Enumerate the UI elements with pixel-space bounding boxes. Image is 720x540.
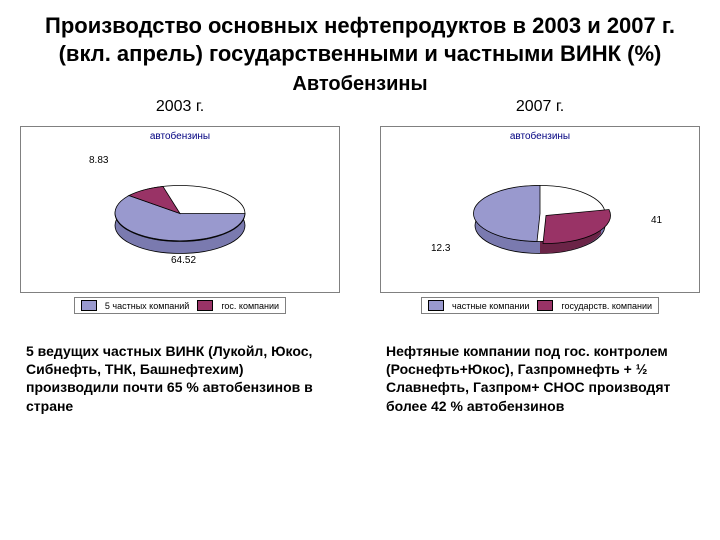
- caption-2003: 5 ведущих частных ВИНК (Лукойл, Юкос, Си…: [20, 342, 340, 415]
- slide: { "title": "Производство основных нефтеп…: [0, 0, 720, 540]
- legend-private-2007: частные компании: [452, 301, 529, 311]
- label-8-83: 8.83: [89, 155, 108, 166]
- legend-2007: частные компании государств. компании: [421, 297, 659, 314]
- legend-private-2003: 5 частных компаний: [105, 301, 189, 311]
- swatch-private-2003: [81, 300, 97, 311]
- legend-2007-wrap: частные компании государств. компании: [380, 293, 700, 316]
- columns: 2003 г. автобензины: [0, 98, 720, 415]
- chart-2003: автобензины 8.83: [20, 126, 340, 293]
- legend-state-2003: гос. компании: [221, 301, 279, 311]
- legend-state-2007: государств. компании: [561, 301, 652, 311]
- page-title: Производство основных нефтепродуктов в 2…: [0, 0, 720, 67]
- chart-2003-title: автобензины: [21, 131, 339, 142]
- swatch-private-2007: [428, 300, 444, 311]
- label-12-3: 12.3: [431, 243, 450, 254]
- chart-2007: автобензины: [380, 126, 700, 293]
- caption-2007: Нефтяные компании под гос. контролем (Ро…: [380, 342, 700, 415]
- year-2007: 2007 г.: [380, 98, 700, 116]
- left-column: 2003 г. автобензины: [20, 98, 340, 415]
- right-column: 2007 г. автобензины: [380, 98, 700, 415]
- label-64-52: 64.52: [171, 255, 196, 266]
- year-2003: 2003 г.: [20, 98, 340, 116]
- chart-2007-title: автобензины: [381, 131, 699, 142]
- page-subtitle: Автобензины: [0, 73, 720, 96]
- legend-2003-wrap: 5 частных компаний гос. компании: [20, 293, 340, 316]
- legend-2003: 5 частных компаний гос. компании: [74, 297, 286, 314]
- swatch-state-2007: [537, 300, 553, 311]
- swatch-state-2003: [197, 300, 213, 311]
- label-41: 41: [651, 215, 662, 226]
- pie-2007: [445, 154, 635, 279]
